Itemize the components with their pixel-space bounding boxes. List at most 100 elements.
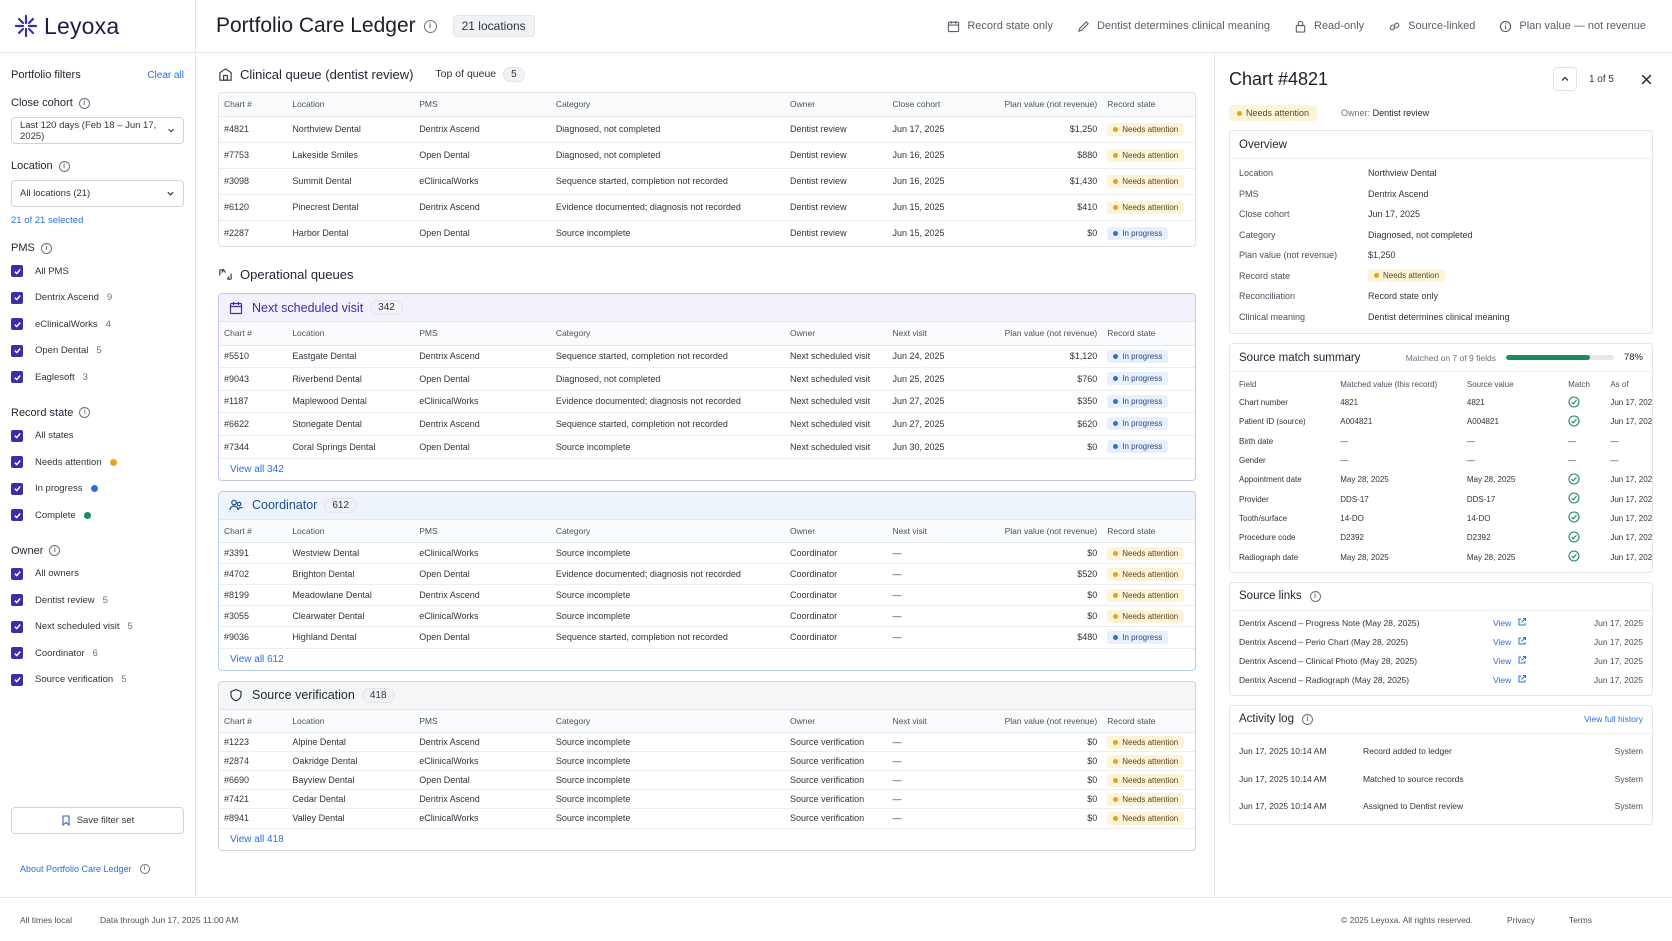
column-header[interactable]: Record state xyxy=(1102,709,1195,733)
checkbox[interactable] xyxy=(11,318,23,331)
close-cohort-select[interactable]: Last 120 days (Feb 18 – Jun 17, 2025) xyxy=(11,117,184,144)
checkbox[interactable] xyxy=(11,429,23,442)
checkbox[interactable] xyxy=(11,291,23,304)
terms-link[interactable]: Terms xyxy=(1568,914,1592,925)
column-header[interactable]: Category xyxy=(550,322,786,346)
checkbox[interactable] xyxy=(11,567,23,580)
table-row[interactable]: #3055 Clearwater Dental eClinicalWorks Sour… xyxy=(219,605,1195,627)
column-header[interactable]: Record state xyxy=(1102,519,1195,543)
filter-option[interactable]: Eaglesoft 3 xyxy=(11,364,184,391)
filter-option[interactable]: All owners xyxy=(11,561,184,588)
view-full-history-link[interactable]: View full history xyxy=(1584,714,1643,725)
about-link[interactable]: About Portfolio Care Ledger i xyxy=(20,864,150,874)
filter-option[interactable]: In progress xyxy=(11,476,184,503)
clear-all-link[interactable]: Clear all xyxy=(147,69,184,81)
column-header[interactable]: PMS xyxy=(414,93,551,117)
queue-header[interactable]: Source verification 418 xyxy=(219,681,1195,710)
column-header[interactable]: Location xyxy=(287,519,415,543)
table-row[interactable]: #9036 Highland Dental Open Dental Sequence … xyxy=(219,627,1195,648)
info-icon[interactable]: i xyxy=(58,160,70,172)
checkbox[interactable] xyxy=(11,456,23,469)
filter-option[interactable]: Coordinator 6 xyxy=(11,640,184,667)
filter-option[interactable]: Next scheduled visit 5 xyxy=(11,614,184,641)
save-filter-set-button[interactable]: Save filter set xyxy=(11,807,184,834)
column-header[interactable]: Owner xyxy=(785,93,888,117)
column-header[interactable]: Chart # xyxy=(219,519,288,543)
table-row[interactable]: #4821 Northview Dental Dentrix Ascend Diagn… xyxy=(219,116,1195,143)
column-header[interactable]: Plan value (not revenue) xyxy=(985,709,1103,733)
table-row[interactable]: #6622 Stonegate Dental Dentrix Ascend Seque… xyxy=(219,412,1195,436)
filter-option[interactable]: Dentist review 5 xyxy=(11,587,184,614)
filter-option[interactable]: All states xyxy=(11,423,184,450)
view-all-link[interactable]: View all 342 xyxy=(219,457,1195,480)
column-header[interactable]: Owner xyxy=(785,709,888,733)
privacy-link[interactable]: Privacy xyxy=(1506,914,1535,925)
column-header[interactable]: Chart # xyxy=(219,93,288,117)
column-header[interactable]: PMS xyxy=(414,709,551,733)
view-all-link[interactable]: View all 612 xyxy=(219,647,1195,670)
checkbox[interactable] xyxy=(11,620,23,633)
column-header[interactable]: Plan value (not revenue) xyxy=(985,322,1103,346)
column-header[interactable]: Next visit xyxy=(887,709,986,733)
column-header[interactable]: Location xyxy=(287,93,415,117)
info-icon[interactable]: i xyxy=(40,242,52,254)
table-row[interactable]: #3391 Westview Dental eClinicalWorks Source… xyxy=(219,542,1195,564)
column-header[interactable]: PMS xyxy=(414,519,551,543)
column-header[interactable]: Plan value (not revenue) xyxy=(985,93,1103,117)
table-row[interactable]: #2874 Oakridge Dental eClinicalWorks Source… xyxy=(219,751,1195,771)
column-header[interactable]: Owner xyxy=(785,322,888,346)
table-row[interactable]: #3098 Summit Dental eClinicalWorks Sequence… xyxy=(219,168,1195,195)
filter-option[interactable]: All PMS xyxy=(11,258,184,285)
info-icon[interactable]: i xyxy=(78,97,90,109)
queue-header[interactable]: Next scheduled visit 342 xyxy=(219,294,1195,322)
table-row[interactable]: #4702 Brighton Dental Open Dental Evidence … xyxy=(219,563,1195,585)
column-header[interactable]: PMS xyxy=(414,322,551,346)
filter-option[interactable]: Needs attention xyxy=(11,449,184,476)
checkbox[interactable] xyxy=(11,673,23,686)
table-row[interactable]: #5510 Eastgate Dental Dentrix Ascend Sequen… xyxy=(219,345,1195,368)
table-row[interactable]: #7344 Coral Springs Dental Open Dental Sour… xyxy=(219,435,1195,458)
checkbox[interactable] xyxy=(11,509,23,522)
checkbox[interactable] xyxy=(11,594,23,607)
checkbox[interactable] xyxy=(11,647,23,660)
filter-option[interactable]: Complete xyxy=(11,502,184,529)
column-header[interactable]: Chart # xyxy=(219,322,288,346)
column-header[interactable]: Location xyxy=(287,322,415,346)
location-selected-count[interactable]: 21 of 21 selected xyxy=(11,215,84,226)
column-header[interactable]: Owner xyxy=(785,519,888,543)
source-link-view[interactable]: View xyxy=(1493,655,1583,667)
column-header[interactable]: Category xyxy=(550,709,786,733)
table-row[interactable]: #8941 Valley Dental eClinicalWorks Source i… xyxy=(219,809,1195,828)
column-header[interactable]: Record state xyxy=(1102,322,1195,346)
checkbox[interactable] xyxy=(11,265,23,278)
column-header[interactable]: Category xyxy=(550,519,786,543)
previous-button[interactable] xyxy=(1552,67,1577,91)
column-header[interactable]: Category xyxy=(550,93,786,117)
queue-header[interactable]: Coordinator 612 xyxy=(219,491,1195,520)
info-icon[interactable]: i xyxy=(423,19,437,33)
column-header[interactable]: Next visit xyxy=(887,322,986,346)
filter-option[interactable]: Dentrix Ascend 9 xyxy=(11,285,184,312)
info-icon[interactable]: i xyxy=(1301,713,1313,725)
table-row[interactable]: #7753 Lakeside Smiles Open Dental Diagnosed… xyxy=(219,142,1195,169)
filter-option[interactable]: eClinicalWorks 4 xyxy=(11,311,184,338)
location-select[interactable]: All locations (21) xyxy=(11,180,184,207)
table-row[interactable]: #1187 Maplewood Dental eClinicalWorks Evide… xyxy=(219,390,1195,413)
table-row[interactable]: #6690 Bayview Dental Open Dental Source inc… xyxy=(219,770,1195,790)
source-link-view[interactable]: View xyxy=(1493,636,1583,648)
checkbox[interactable] xyxy=(11,482,23,495)
table-row[interactable]: #2287 Harbor Dental Open Dental Source inco… xyxy=(219,220,1195,246)
table-row[interactable]: #1223 Alpine Dental Dentrix Ascend Source i… xyxy=(219,732,1195,752)
table-row[interactable]: #9043 Riverbend Dental Open Dental Diagnose… xyxy=(219,367,1195,391)
column-header[interactable]: Next visit xyxy=(887,519,986,543)
column-header[interactable]: Record state xyxy=(1102,93,1195,117)
info-icon[interactable]: i xyxy=(1309,590,1321,602)
column-header[interactable]: Location xyxy=(287,709,415,733)
checkbox[interactable] xyxy=(11,371,23,384)
info-icon[interactable]: i xyxy=(79,407,91,418)
column-header[interactable]: Chart # xyxy=(219,709,288,733)
table-row[interactable]: #7421 Cedar Dental Dentrix Ascend Source in… xyxy=(219,789,1195,809)
view-all-link[interactable]: View all 418 xyxy=(219,827,1195,850)
table-row[interactable]: #8199 Meadowlane Dental Dentrix Ascend Sour… xyxy=(219,584,1195,606)
info-icon[interactable]: i xyxy=(49,545,61,556)
